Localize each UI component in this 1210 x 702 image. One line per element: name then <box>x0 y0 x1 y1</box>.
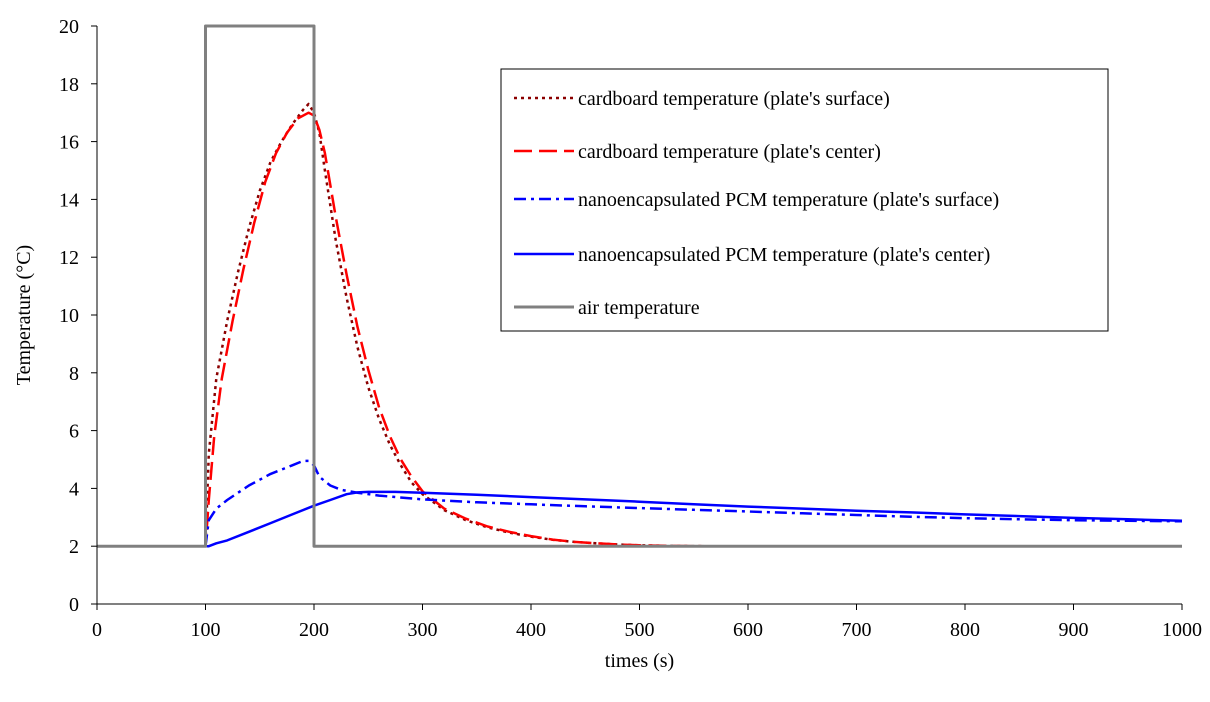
x-tick-label: 800 <box>950 619 980 641</box>
series-line-air-temperature <box>97 24 1182 548</box>
y-tick-label: 10 <box>59 305 79 327</box>
legend-label-air-temperature: air temperature <box>578 297 700 319</box>
x-tick-label: 900 <box>1059 619 1089 641</box>
x-tick-label: 0 <box>92 619 102 641</box>
x-tick-label: 1000 <box>1162 619 1202 641</box>
legend-label-nanoencapsulated-pcm-temperature-plate-s-surface: nanoencapsulated PCM temperature (plate'… <box>578 189 999 211</box>
series-line-cardboard-temperature-plate-s-center <box>97 111 705 548</box>
legend-label-nanoencapsulated-pcm-temperature-plate-s-center: nanoencapsulated PCM temperature (plate'… <box>578 244 990 266</box>
x-tick-label: 400 <box>516 619 546 641</box>
axes <box>91 25 1183 610</box>
x-tick-label: 600 <box>733 619 763 641</box>
y-tick-label: 12 <box>59 247 79 269</box>
y-tick-label: 16 <box>59 132 79 154</box>
y-tick-label: 0 <box>69 594 79 616</box>
legend-box <box>500 68 1109 332</box>
x-axis-label: times (s) <box>605 650 674 672</box>
x-tick-label: 200 <box>299 619 329 641</box>
y-axis-label: Temperature (°C) <box>13 245 35 385</box>
legend: cardboard temperature (plate's surface) c… <box>500 68 1109 332</box>
x-tick-label: 700 <box>842 619 872 641</box>
x-tick-label: 500 <box>625 619 655 641</box>
series-line-nanoencapsulated-pcm-temperature-plate-s-center <box>205 490 1183 548</box>
x-tick-label: 100 <box>191 619 221 641</box>
legend-label-cardboard-temperature-plate-s-center: cardboard temperature (plate's center) <box>578 141 881 163</box>
x-tick-label: 300 <box>408 619 438 641</box>
y-tick-label: 14 <box>59 189 79 211</box>
y-tick-label: 2 <box>69 536 79 558</box>
y-tick-label: 4 <box>69 478 79 500</box>
series-layer <box>97 24 1183 548</box>
y-tick-label: 20 <box>59 16 79 38</box>
y-tick-label: 6 <box>69 421 79 443</box>
tick-labels: 0 100 200 300 400 500 600 700 800 900 1000 0 2 4 6 8 10 1… <box>59 16 1202 641</box>
y-tick-label: 18 <box>59 74 79 96</box>
y-tick-label: 8 <box>69 363 79 385</box>
legend-label-cardboard-temperature-plate-s-surface: cardboard temperature (plate's surface) <box>578 88 890 110</box>
